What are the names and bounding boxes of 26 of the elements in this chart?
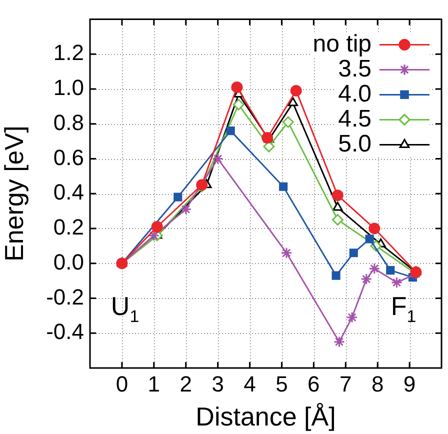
y-tick-label: 1.2 bbox=[53, 40, 84, 66]
legend-label: 4.5 bbox=[338, 105, 372, 132]
x-tick-label: 6 bbox=[308, 371, 320, 396]
x-tick-label: 4 bbox=[244, 371, 256, 396]
y-tick-label: 0.6 bbox=[53, 144, 84, 170]
x-tick-label: 9 bbox=[403, 371, 416, 396]
x-tick-label: 8 bbox=[371, 371, 384, 396]
y-tick-label: 1.0 bbox=[53, 75, 84, 100]
x-tick-label: 3 bbox=[212, 371, 224, 396]
x-axis-title: Distance [Å] bbox=[196, 402, 336, 432]
x-tick-label: 0 bbox=[116, 371, 128, 396]
y-tick-label: 0.0 bbox=[53, 249, 84, 274]
legend-label: 5.0 bbox=[338, 130, 372, 158]
y-tick-label: -0.2 bbox=[46, 284, 84, 310]
y-tick-label: -0.4 bbox=[46, 319, 84, 344]
y-tick-label: 0.4 bbox=[53, 180, 84, 205]
y-tick-label: 0.8 bbox=[53, 110, 84, 135]
x-tick-label: 7 bbox=[340, 371, 352, 396]
x-tick-label: 2 bbox=[180, 371, 192, 396]
legend-label: 3.5 bbox=[338, 55, 372, 82]
legend-label: 4.0 bbox=[338, 80, 372, 108]
y-tick-label: 0.2 bbox=[53, 214, 84, 240]
y-axis-title: Energy [eV] bbox=[0, 126, 29, 262]
x-tick-label: 5 bbox=[276, 371, 288, 396]
x-tick-label: 1 bbox=[148, 371, 160, 396]
legend-label: no tip bbox=[312, 30, 372, 58]
